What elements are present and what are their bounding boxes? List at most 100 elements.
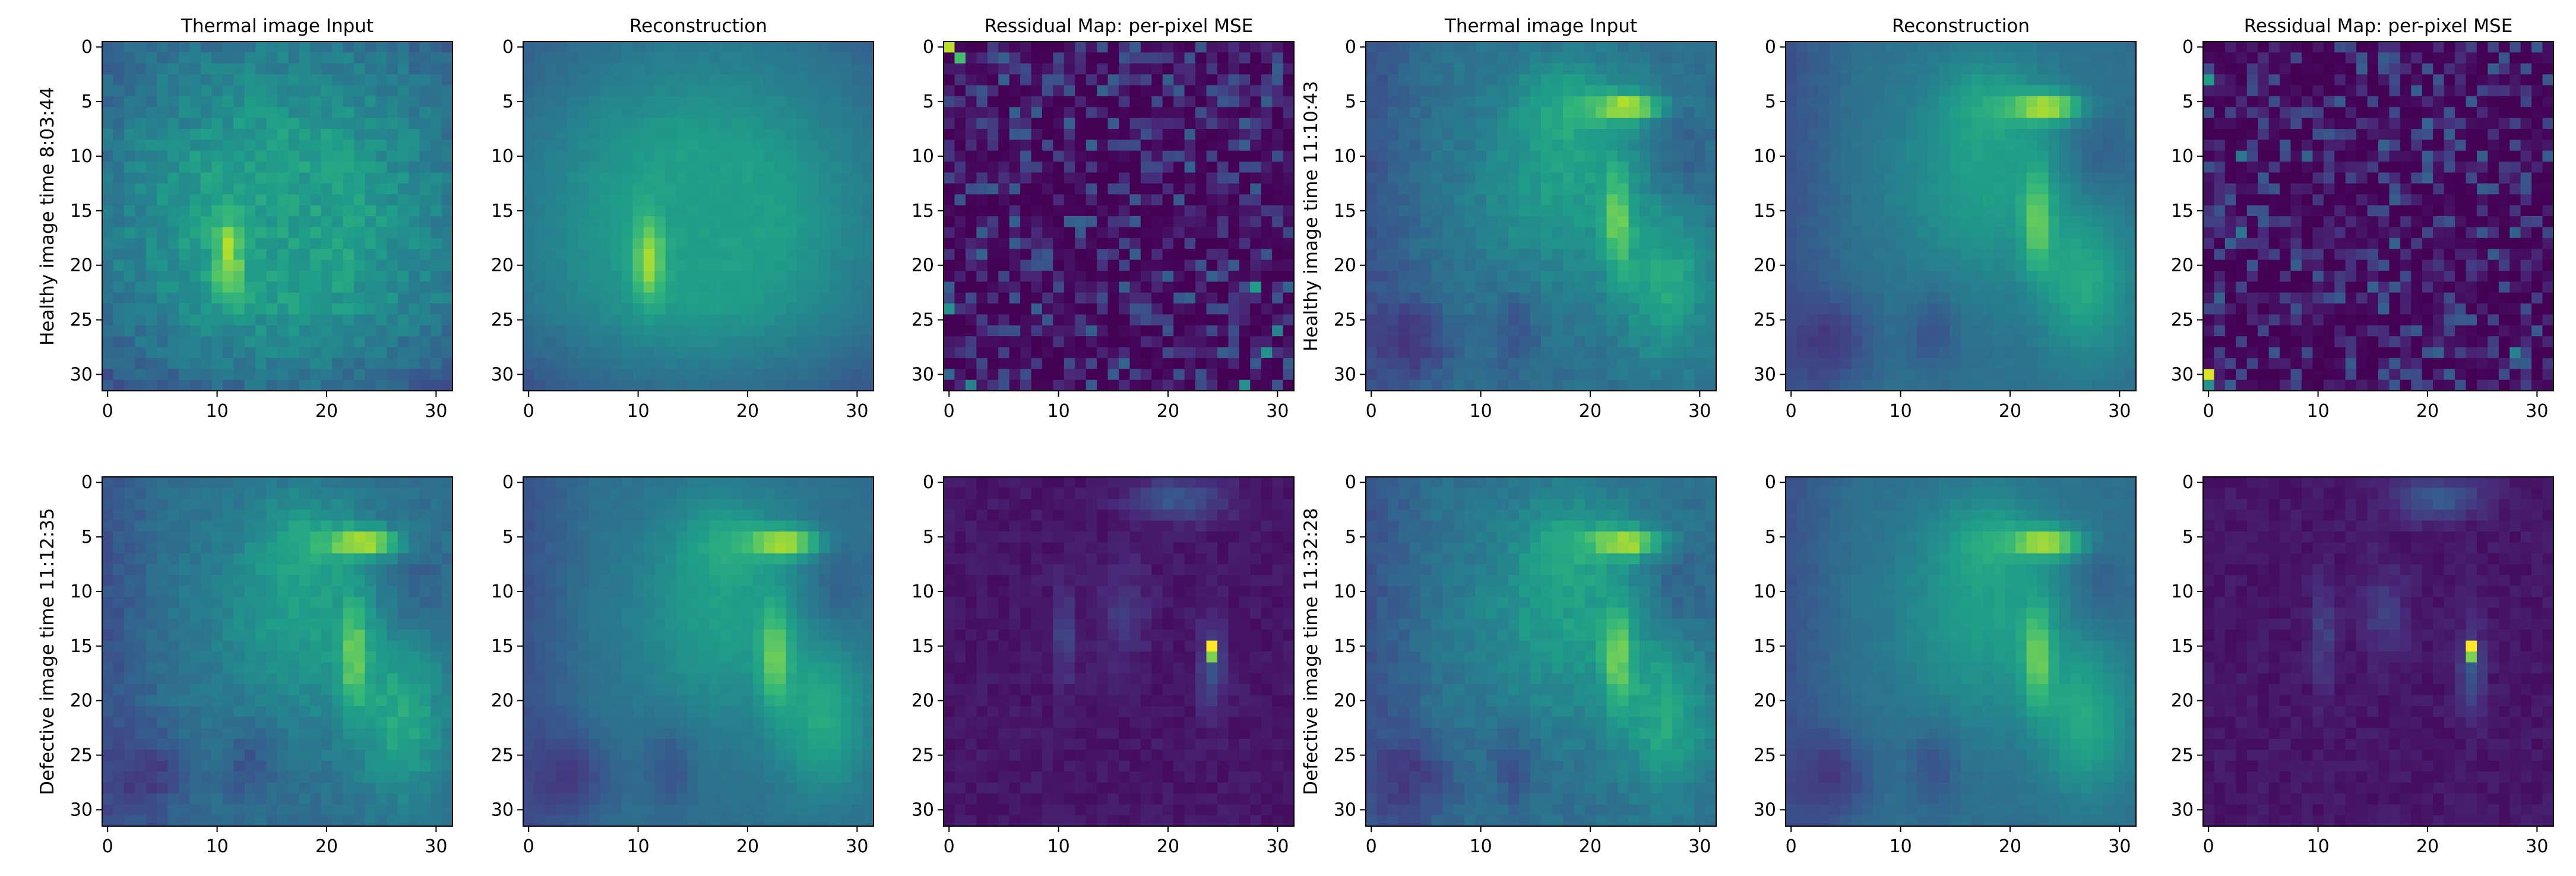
heatmap-cell [698, 183, 710, 195]
heatmap-cell [409, 325, 420, 337]
heatmap-cell [1042, 336, 1053, 348]
heatmap-cell [998, 249, 1010, 261]
heatmap-cell [2048, 129, 2060, 140]
heatmap-cell [676, 52, 688, 64]
heatmap-cell [1884, 63, 1895, 75]
heatmap-cell [1486, 325, 1498, 337]
heatmap-cell [1596, 129, 1607, 140]
heatmap-cell [709, 172, 721, 184]
heatmap-cell [1596, 227, 1607, 239]
heatmap-cell [167, 129, 179, 140]
heatmap-cell [419, 314, 431, 326]
heatmap-cell [2059, 216, 2071, 227]
heatmap-cell [643, 227, 655, 239]
heatmap-cell [1272, 325, 1284, 337]
heatmap-cell [1453, 129, 1465, 140]
heatmap-cell [1851, 96, 1863, 107]
heatmap-cell [944, 140, 955, 151]
heatmap-cell [1628, 107, 1640, 119]
heatmap-cell [1862, 227, 1874, 239]
heatmap-cell [665, 336, 677, 348]
heatmap-cell [157, 85, 169, 97]
heatmap-cell [665, 369, 677, 381]
heatmap-cell [720, 172, 732, 184]
heatmap-cell [1884, 129, 1895, 140]
heatmap-cell [1064, 369, 1075, 381]
heatmap-cell [1596, 183, 1607, 195]
heatmap-cell [102, 205, 114, 217]
heatmap-cell [375, 238, 387, 249]
heatmap-cell [1982, 107, 1994, 119]
heatmap-cell [1475, 129, 1487, 140]
heatmap-cell [1939, 74, 1951, 86]
heatmap-cell [179, 292, 191, 304]
heatmap-cell [1239, 282, 1251, 293]
heatmap-cell [1939, 63, 1951, 75]
heatmap-cell [266, 369, 278, 381]
heatmap-cell [588, 129, 600, 140]
heatmap-cell [852, 347, 863, 359]
heatmap-cell [1541, 194, 1553, 206]
x-tick-label: 20 [315, 401, 338, 422]
heatmap-cell [1541, 42, 1553, 53]
heatmap-cell [2037, 292, 2049, 304]
heatmap-cell [1530, 140, 1542, 151]
heatmap-cell [808, 227, 819, 239]
heatmap-cell [343, 74, 355, 86]
heatmap-cell [840, 52, 852, 64]
heatmap-cell [299, 129, 311, 140]
heatmap-cell [1409, 172, 1421, 184]
heatmap-cell [852, 270, 863, 282]
heatmap-cell [830, 118, 841, 129]
heatmap-cell [102, 96, 114, 107]
heatmap-cell [321, 314, 333, 326]
heatmap-cell [654, 260, 666, 271]
heatmap-cell [1009, 205, 1021, 217]
heatmap-cell [365, 238, 376, 249]
heatmap-cell [1119, 270, 1131, 282]
heatmap-cell [796, 140, 808, 151]
heatmap-cell [567, 336, 578, 348]
heatmap-cell [720, 270, 732, 282]
heatmap-cell [1009, 303, 1021, 315]
heatmap-cell [1606, 118, 1618, 129]
heatmap-cell [1486, 238, 1498, 249]
heatmap-cell [1873, 238, 1885, 249]
heatmap-cell [200, 162, 212, 173]
heatmap-cell [157, 42, 169, 53]
heatmap-cell [1694, 216, 1706, 227]
heatmap-cell [1672, 85, 1684, 97]
heatmap-cell [600, 347, 612, 359]
heatmap-cell [709, 183, 721, 195]
heatmap-cell [1950, 270, 1961, 282]
heatmap-cell [1650, 63, 1662, 75]
heatmap-cell [687, 183, 699, 195]
heatmap-cell [786, 162, 798, 173]
heatmap-cell [523, 118, 535, 129]
heatmap-cell [1618, 347, 1629, 359]
heatmap-cell [310, 347, 322, 359]
heatmap-cell [1283, 140, 1295, 151]
heatmap-cell [2048, 216, 2060, 227]
heatmap-cell [321, 162, 333, 173]
heatmap-cell [102, 140, 114, 151]
heatmap-cell [709, 129, 721, 140]
heatmap-cell [545, 270, 556, 282]
heatmap-cell [1107, 347, 1119, 359]
heatmap-cell [1064, 52, 1075, 64]
heatmap-cell [1862, 42, 1874, 53]
heatmap-cell [441, 336, 453, 348]
heatmap-cell [1398, 227, 1410, 239]
heatmap-cell [1796, 292, 1808, 304]
heatmap-cell [578, 249, 590, 261]
heatmap-cell [556, 336, 568, 348]
heatmap-cell [1694, 380, 1706, 391]
heatmap-cell [1409, 249, 1421, 261]
heatmap-cell [654, 216, 666, 227]
heatmap-cell [987, 74, 999, 86]
heatmap-cell [1552, 85, 1564, 97]
heatmap-cell [687, 369, 699, 381]
heatmap-cell [1086, 74, 1097, 86]
heatmap-cell [1993, 292, 2005, 304]
heatmap-cell [397, 52, 409, 64]
